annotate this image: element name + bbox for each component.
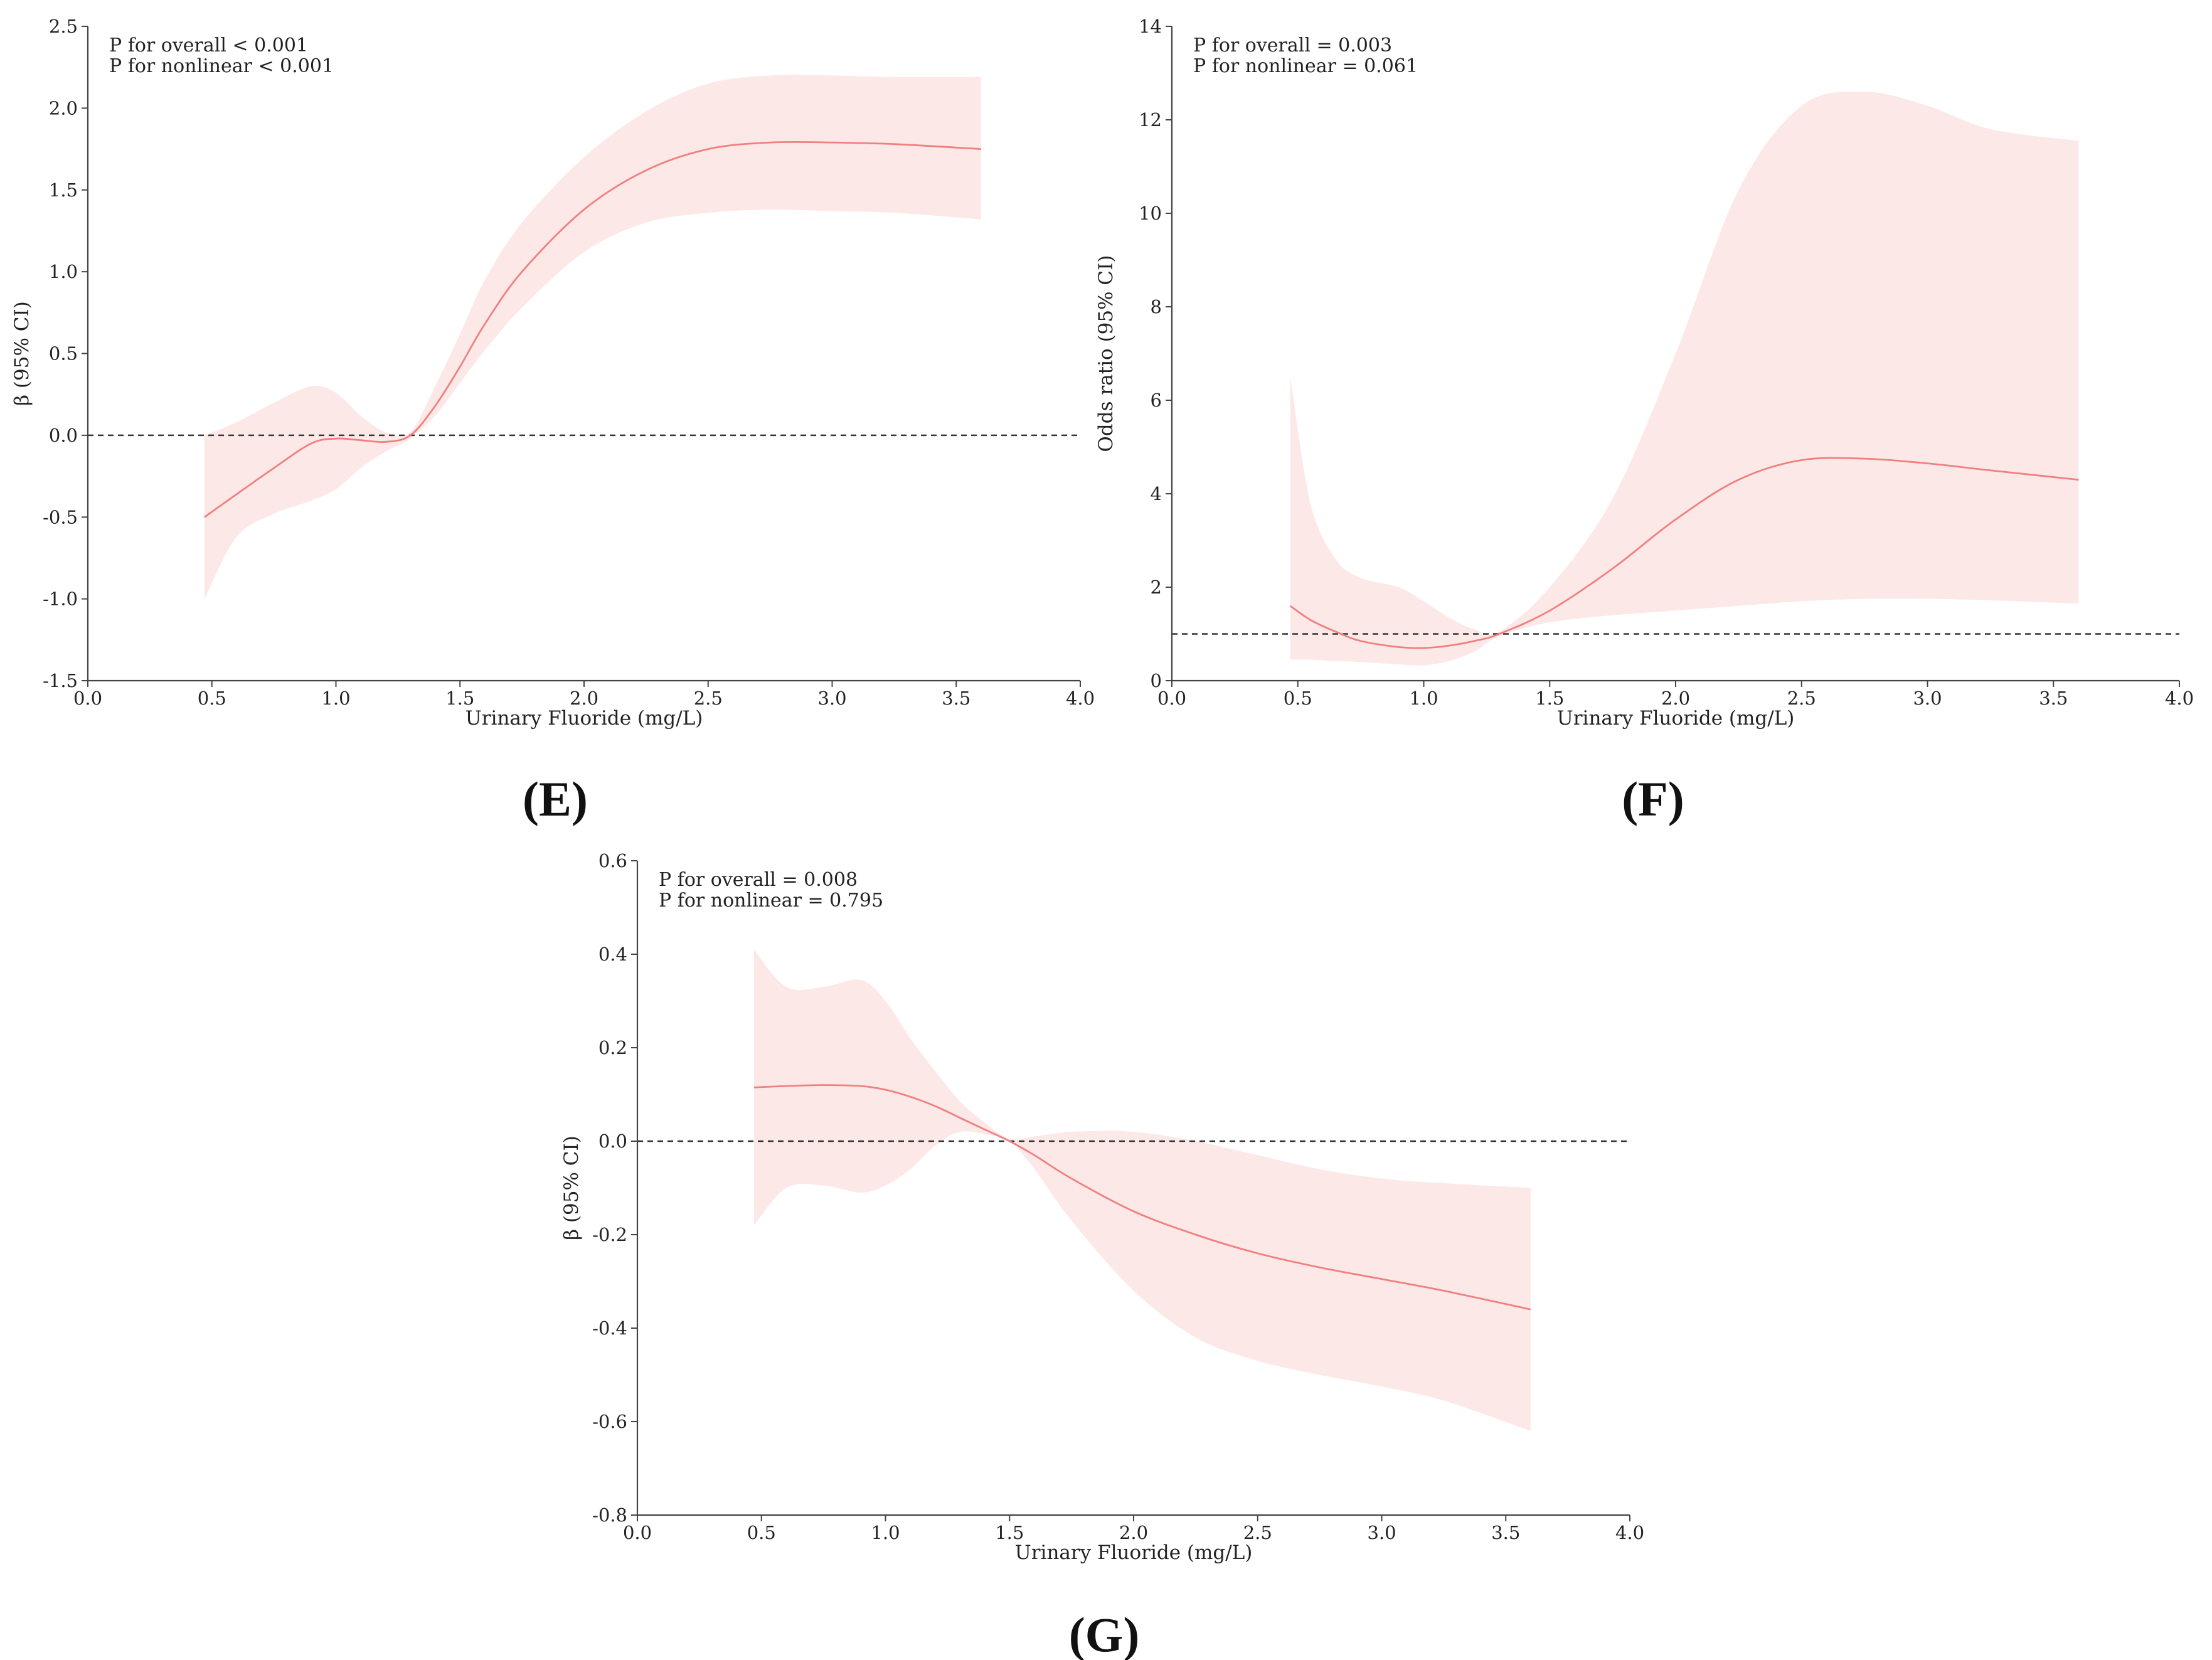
stat-annotation: P for overall = 0.008 [659, 869, 858, 891]
y-tick-label: 2.5 [49, 16, 78, 37]
x-tick-label: 2.5 [1243, 1522, 1272, 1543]
y-tick-label: 2.0 [49, 97, 78, 119]
chart-panel-3: 0.0 0.5 1.0 1.5 2.0 2.5 3.0 3.5 4.0 -0.8 -0.6 -0.4 -… [560, 850, 1644, 1660]
x-tick-label: 3.5 [2039, 688, 2068, 709]
y-tick-label: 8 [1151, 296, 1162, 317]
y-tick-label: -1.5 [43, 670, 78, 691]
y-tick-label: 14 [1139, 16, 1162, 37]
y-tick-label: 1.5 [49, 179, 78, 201]
x-tick-label: 4.0 [1066, 688, 1095, 709]
ci-band [204, 75, 981, 599]
x-tick-label: 0.0 [1157, 688, 1186, 709]
x-tick-label: 4.0 [1615, 1522, 1644, 1543]
x-axis-title: Urinary Fluoride (mg/L) [1557, 707, 1795, 730]
x-tick-label: 2.0 [570, 688, 598, 709]
y-tick-label: 1.0 [49, 261, 78, 282]
y-axis-title: β (95% CI) [11, 301, 33, 406]
y-tick-label: -0.2 [592, 1224, 627, 1245]
x-tick-label: 0.0 [623, 1522, 652, 1543]
y-tick-label: 2 [1151, 577, 1162, 598]
y-tick-label: -0.6 [592, 1411, 627, 1432]
stat-annotation: P for nonlinear = 0.061 [1193, 55, 1418, 77]
y-tick-label: -0.5 [43, 506, 78, 528]
y-tick-label: -1.0 [43, 588, 78, 610]
x-tick-label: 3.0 [1913, 688, 1942, 709]
y-axis-title: β (95% CI) [560, 1136, 583, 1240]
y-tick-label: 12 [1139, 109, 1162, 130]
y-tick-label: -0.8 [592, 1504, 627, 1526]
y-tick-label: 0.4 [598, 944, 627, 965]
stat-annotation: P for overall = 0.003 [1193, 35, 1392, 56]
y-tick-label: 0.6 [598, 850, 627, 871]
fit-line [204, 141, 981, 518]
x-tick-label: 1.5 [445, 688, 474, 709]
stat-annotation: P for nonlinear = 0.795 [659, 890, 883, 912]
y-tick-label: 0.5 [49, 343, 78, 364]
x-tick-label: 3.5 [1491, 1522, 1520, 1543]
x-tick-label: 3.5 [942, 688, 970, 709]
x-tick-label: 1.5 [995, 1522, 1024, 1543]
y-tick-label: 6 [1151, 390, 1162, 411]
y-axis-title: Odds ratio (95% CI) [1095, 255, 1117, 452]
x-axis-title: Urinary Fluoride (mg/L) [465, 707, 703, 730]
y-tick-label: 0 [1151, 670, 1162, 691]
y-tick-label: 0.0 [49, 425, 78, 446]
x-tick-label: 0.5 [1284, 688, 1312, 709]
x-tick-label: 2.0 [1661, 688, 1690, 709]
x-tick-label: 1.0 [321, 688, 350, 709]
ci-band [753, 949, 1531, 1431]
panel-label: (E) [523, 772, 588, 826]
y-tick-label: 0.2 [598, 1037, 627, 1058]
panel-label: (F) [1622, 772, 1684, 826]
x-tick-label: 2.0 [1119, 1522, 1148, 1543]
x-tick-label: 3.0 [1367, 1522, 1396, 1543]
stat-annotation: P for overall < 0.001 [109, 35, 308, 56]
x-tick-label: 2.5 [694, 688, 723, 709]
y-tick-label: 0.0 [598, 1131, 627, 1152]
x-tick-label: 0.5 [198, 688, 226, 709]
ci-band [1290, 92, 2079, 666]
x-tick-label: 4.0 [2165, 688, 2194, 709]
panel-label: (G) [1069, 1607, 1140, 1660]
x-tick-label: 1.0 [1409, 688, 1438, 709]
chart-panel-1: 0.0 0.5 1.0 1.5 2.0 2.5 3.0 3.5 4.0 -1.5 -1.0 -0.5 0… [11, 16, 1095, 826]
chart-panel-2: 0.0 0.5 1.0 1.5 2.0 2.5 3.0 3.5 4.0 0 2 4 6 8 10 12 14 Ur… [1095, 16, 2194, 826]
x-tick-label: 0.5 [747, 1522, 776, 1543]
y-tick-label: 4 [1151, 483, 1162, 504]
x-axis-title: Urinary Fluoride (mg/L) [1015, 1541, 1253, 1564]
x-tick-label: 0.0 [73, 688, 102, 709]
fit-line [753, 1084, 1531, 1311]
x-tick-label: 1.5 [1535, 688, 1564, 709]
y-tick-label: 10 [1139, 203, 1162, 224]
x-tick-label: 1.0 [871, 1522, 900, 1543]
x-tick-label: 2.5 [1787, 688, 1816, 709]
y-tick-label: -0.4 [592, 1317, 627, 1339]
x-tick-label: 3.0 [817, 688, 846, 709]
stat-annotation: P for nonlinear < 0.001 [109, 55, 334, 77]
fit-line [1289, 457, 2079, 649]
